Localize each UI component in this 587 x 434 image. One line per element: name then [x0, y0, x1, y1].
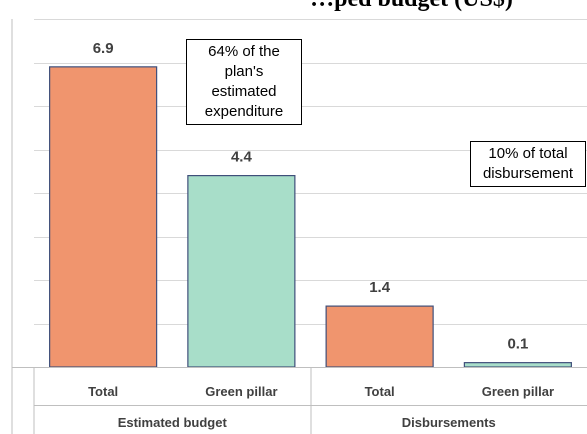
- category-tick-label: Total: [365, 384, 395, 399]
- chart-title-text: …ped budget (US$): [310, 0, 513, 12]
- annotation-line: expenditure: [204, 103, 284, 120]
- group-label: Disbursements: [402, 415, 496, 430]
- annotation-line: plan's: [224, 63, 264, 80]
- annotation-line: 10% of total: [488, 145, 568, 162]
- category-tick-label: Green pillar: [205, 384, 277, 399]
- category-tick-label: Green pillar: [482, 384, 554, 399]
- bar: [49, 66, 158, 368]
- annotation-line: estimated: [211, 83, 277, 100]
- annotation-disbursements: 10% of total disbursement: [470, 141, 586, 187]
- category-tick-label: Total: [88, 384, 118, 399]
- bar: [463, 362, 572, 368]
- annotation-line: disbursement: [482, 165, 574, 182]
- data-label: 1.4: [369, 279, 391, 296]
- annotation-estimated-budget: 64% of the plan's estimated expenditure: [186, 39, 302, 125]
- chart-title: …ped budget (US$): [0, 0, 587, 22]
- data-label: 4.4: [231, 149, 253, 166]
- data-label: 6.9: [93, 40, 114, 57]
- bar: [187, 175, 296, 368]
- group-label: Estimated budget: [118, 415, 228, 430]
- data-label: 0.1: [507, 336, 528, 353]
- bar: [325, 305, 434, 368]
- annotation-line: 64% of the: [208, 43, 280, 60]
